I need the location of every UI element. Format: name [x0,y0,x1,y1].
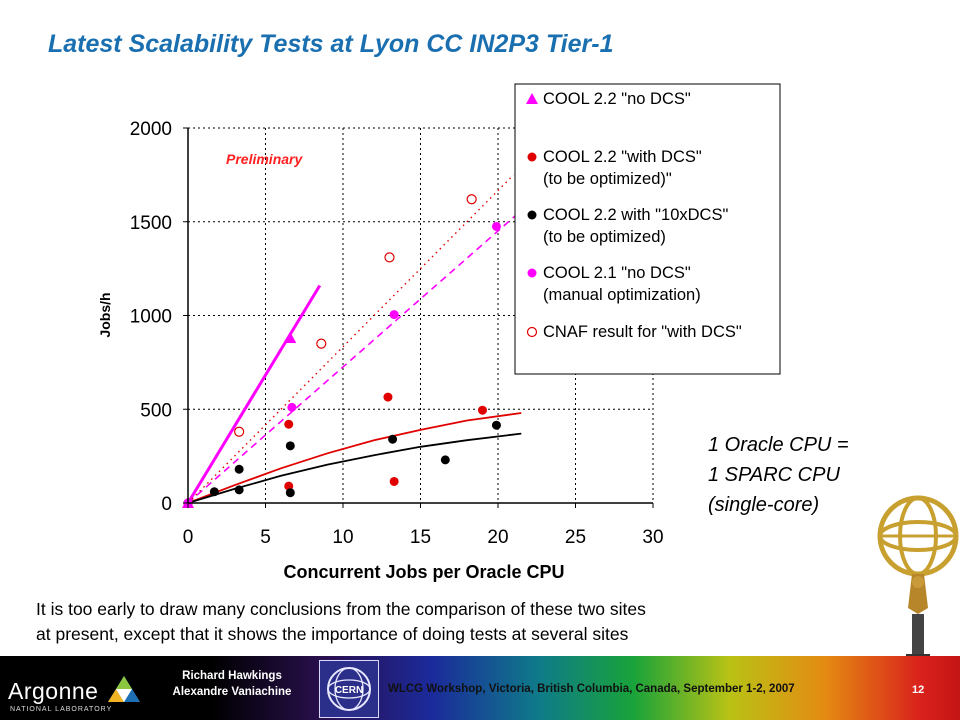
author-name: Richard Hawkings [182,670,282,682]
scalability-chart: 0 5 10 15 20 25 30 0 500 1000 1500 2000 Concurrent … [97,83,781,582]
data-point-series-5 [384,252,395,263]
legend-marker-series-3 [527,210,537,220]
data-point-series-2 [389,476,399,486]
chart-legend: COOL 2.2 "no DCS" COOL 2.2 "with DCS" (to … [514,83,781,375]
data-point-series-3 [285,441,295,451]
x-tick-label: 30 [642,527,663,548]
chart-axes [183,127,654,508]
legend-label: (to be optimized)" [543,170,672,188]
data-point-series-2 [478,405,487,415]
footer-bar: Argonne NATIONAL LABORATORY Richard Hawk… [0,656,960,720]
data-point-series-4 [287,402,297,412]
data-point-series-3 [440,455,450,465]
x-tick-label: 25 [565,527,586,548]
argonne-logo-word: Argonne [8,678,99,704]
data-point-series-5 [316,338,327,349]
y-axis-label: Jobs/h [97,292,113,337]
data-point-series-2 [284,419,294,429]
legend-marker-series-5 [526,326,538,338]
cern-logo-icon: CERN [327,667,371,711]
workshop-info: WLCG Workshop, Victoria, British Columbi… [388,683,795,695]
data-point-series-3 [209,487,219,497]
cpu-equivalence-note: 1 Oracle CPU = 1 SPARC CPU (single-core) [708,430,849,520]
x-tick-label: 15 [410,527,431,548]
caption-line: at present, except that it shows the imp… [36,624,629,644]
data-point-series-3 [234,464,244,474]
note-line: 1 Oracle CPU = [708,434,849,456]
legend-label: COOL 2.2 with "10xDCS" [543,206,728,224]
cern-logo-text: CERN [335,685,363,696]
author-name: Alexandre Vaniachine [172,686,292,698]
legend-label: (manual optimization) [543,286,701,304]
cern-logo: CERN [319,660,379,718]
data-points [182,194,501,508]
legend-label: COOL 2.2 "no DCS" [543,90,691,108]
note-line: 1 SPARC CPU [708,464,840,486]
data-point-series-4 [389,310,399,320]
data-point-series-4 [491,221,501,231]
slide-title: Latest Scalability Tests at Lyon CC IN2P… [48,30,614,58]
x-tick-label: 5 [260,527,271,548]
y-tick-label: 1000 [130,307,172,328]
data-point-series-5 [234,426,245,437]
argonne-logo: Argonne NATIONAL LABORATORY [8,672,158,716]
legend-marker-series-1 [526,93,538,104]
data-point-series-5 [466,194,477,205]
legend-label: COOL 2.2 "with DCS" [543,148,702,166]
x-tick-label: 0 [183,527,194,548]
authors: Richard Hawkings Alexandre Vaniachine [164,668,300,700]
conclusion-text: It is too early to draw many conclusions… [36,597,896,647]
note-line: (single-core) [708,494,820,516]
page-number: 12 [912,684,925,696]
data-point-series-3 [285,488,295,498]
y-tick-label: 0 [161,494,172,515]
x-axis-label: Concurrent Jobs per Oracle CPU [283,562,564,582]
y-tick-label: 1500 [130,213,172,234]
fit-line-series-2 [188,412,522,503]
legend-box [514,83,781,375]
data-point-series-2 [383,392,393,402]
legend-label: CNAF result for "with DCS" [543,323,742,341]
fit-line-series-1 [188,284,322,503]
data-point-series-3 [388,434,398,444]
argonne-logo-subtitle: NATIONAL LABORATORY [10,706,113,713]
atlas-figure-logo [877,495,959,660]
legend-marker-series-4 [527,268,537,278]
data-point-series-3 [234,485,244,495]
data-point-series-3 [491,420,501,430]
legend-label: COOL 2.1 "no DCS" [543,264,691,282]
data-point-series-1 [284,332,297,343]
caption-line: It is too early to draw many conclusions… [36,599,646,619]
preliminary-annotation: Preliminary [226,151,303,167]
fit-line-series-5 [188,174,514,503]
x-tick-label: 20 [487,527,508,548]
fit-lines [188,174,522,503]
fit-line-series-4 [188,209,522,503]
legend-marker-series-2 [527,152,537,162]
y-tick-label: 500 [140,400,172,421]
y-tick-label: 2000 [130,119,172,140]
argonne-triangle-icon [108,676,140,702]
x-tick-label: 10 [332,527,353,548]
tick-labels: 0 5 10 15 20 25 30 0 500 1000 1500 2000 [130,119,664,548]
legend-label: (to be optimized) [543,228,666,246]
